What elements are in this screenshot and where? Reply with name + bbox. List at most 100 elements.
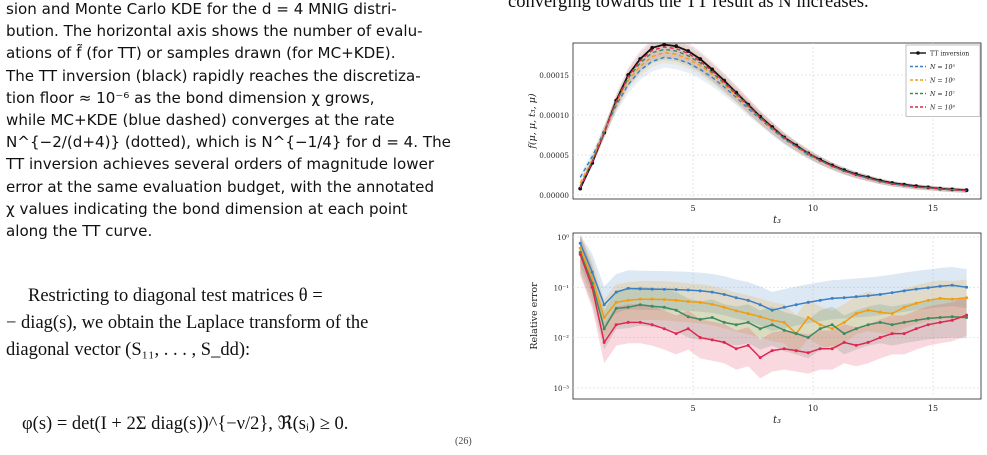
caption-line: tion floor ≈ 10⁻⁶ as the bond dimension … (6, 88, 375, 107)
data-point (650, 45, 655, 50)
legend-label: N = 10⁵ (929, 64, 955, 71)
data-point (674, 44, 679, 49)
error-point (854, 327, 858, 331)
error-point (602, 316, 606, 320)
error-point (698, 336, 702, 340)
error-point (866, 308, 870, 312)
caption-line: sion and Monte Carlo KDE for the d = 4 M… (6, 0, 397, 18)
plot-frame (572, 232, 982, 400)
caption-line: bution. The horizontal axis shows the nu… (6, 22, 423, 41)
legend-box (905, 44, 981, 117)
error-point (614, 300, 618, 304)
error-point (638, 297, 642, 301)
error-point (770, 349, 774, 353)
error-point (938, 284, 942, 288)
y-tick-label: 10⁻³ (554, 385, 570, 393)
error-point (686, 315, 690, 319)
y-tick-label: 10⁰ (557, 234, 569, 242)
caption-line: error at the same evaluation budget, wit… (6, 177, 435, 196)
error-point (830, 347, 834, 351)
body-line: Restricting to diagonal test matrices θ … (28, 286, 323, 306)
error-point (590, 276, 594, 280)
x-tick-label: 5 (690, 404, 695, 413)
error-point (758, 327, 762, 331)
equation: φ(s) = det(I + 2Σ diag(s))^{−ν/2}, ℜ(sᵢ)… (22, 414, 349, 434)
error-point (890, 312, 894, 316)
error-point (950, 318, 954, 322)
error-point (662, 287, 666, 291)
error-point (722, 320, 726, 324)
error-point (878, 292, 882, 296)
error-point (770, 323, 774, 327)
error-point (842, 296, 846, 300)
error-point (674, 332, 678, 336)
right-column-text: converging towards the TT result as N in… (508, 0, 869, 12)
error-point (650, 297, 654, 301)
x-tick-label: 5 (690, 204, 695, 213)
error-point (662, 298, 666, 302)
error-point (578, 241, 582, 245)
error-point (794, 349, 798, 353)
body-line: diagonal vector (S₁₁, . . . , S_dd): (6, 340, 251, 360)
error-point (794, 303, 798, 307)
error-point (950, 297, 954, 301)
error-point (770, 308, 774, 312)
error-point (734, 323, 738, 327)
error-point (638, 303, 642, 307)
error-point (890, 291, 894, 295)
error-point (902, 305, 906, 309)
error-point (710, 290, 714, 294)
error-point (950, 315, 954, 319)
data-point (710, 67, 715, 72)
error-point (866, 323, 870, 327)
error-point (842, 332, 846, 336)
error-point (710, 302, 714, 306)
data-point (578, 186, 583, 191)
legend-label: N = 10⁶ (929, 78, 955, 85)
error-point (602, 303, 606, 307)
error-point (674, 288, 678, 292)
error-point (965, 296, 969, 300)
error-point (662, 327, 666, 331)
error-point (914, 287, 918, 291)
error-point (758, 356, 762, 360)
caption-line: N^{−2/(d+4)} (dotted), which is N^{−1/4}… (6, 133, 451, 152)
error-point (854, 343, 858, 347)
error-point (878, 320, 882, 324)
y-tick-label: 0.00010 (539, 111, 569, 120)
legend: TT inversion N = 10⁵ N = 10⁶ N = 10⁷ N = 10⁸ (905, 44, 981, 117)
error-point (878, 310, 882, 314)
y-axis-label: Relative error (529, 282, 540, 350)
error-point (782, 328, 786, 332)
error-point (626, 286, 630, 290)
error-point (818, 298, 822, 302)
series-line-n8 (579, 46, 967, 192)
error-point (638, 320, 642, 324)
error-point (854, 312, 858, 316)
x-axis-label: t₃ (773, 415, 781, 426)
x-tick-label: 10 (808, 404, 818, 413)
error-panel: 5 10 15 10⁰ 10⁻¹ 10⁻² 10⁻³ t₃ Relative error (529, 232, 982, 426)
error-point (842, 320, 846, 324)
y-tick-label: 0.00005 (539, 151, 569, 160)
error-point (965, 313, 969, 317)
error-point (722, 305, 726, 309)
caption-line: TT inversion achieves several orders of … (6, 155, 435, 174)
error-band (580, 234, 967, 359)
legend-label: N = 10⁸ (929, 105, 955, 112)
error-point (614, 306, 618, 310)
error-point (830, 296, 834, 300)
equation-number: (26) (455, 436, 472, 447)
error-point (830, 327, 834, 331)
legend-label: TT inversion (930, 51, 969, 58)
error-point (842, 340, 846, 344)
error-point (854, 295, 858, 299)
error-point (938, 320, 942, 324)
error-point (686, 300, 690, 304)
error-point (938, 316, 942, 320)
error-point (758, 315, 762, 319)
legend-marker (916, 51, 920, 55)
data-point (662, 43, 667, 47)
error-point (926, 316, 930, 320)
error-point (866, 340, 870, 344)
